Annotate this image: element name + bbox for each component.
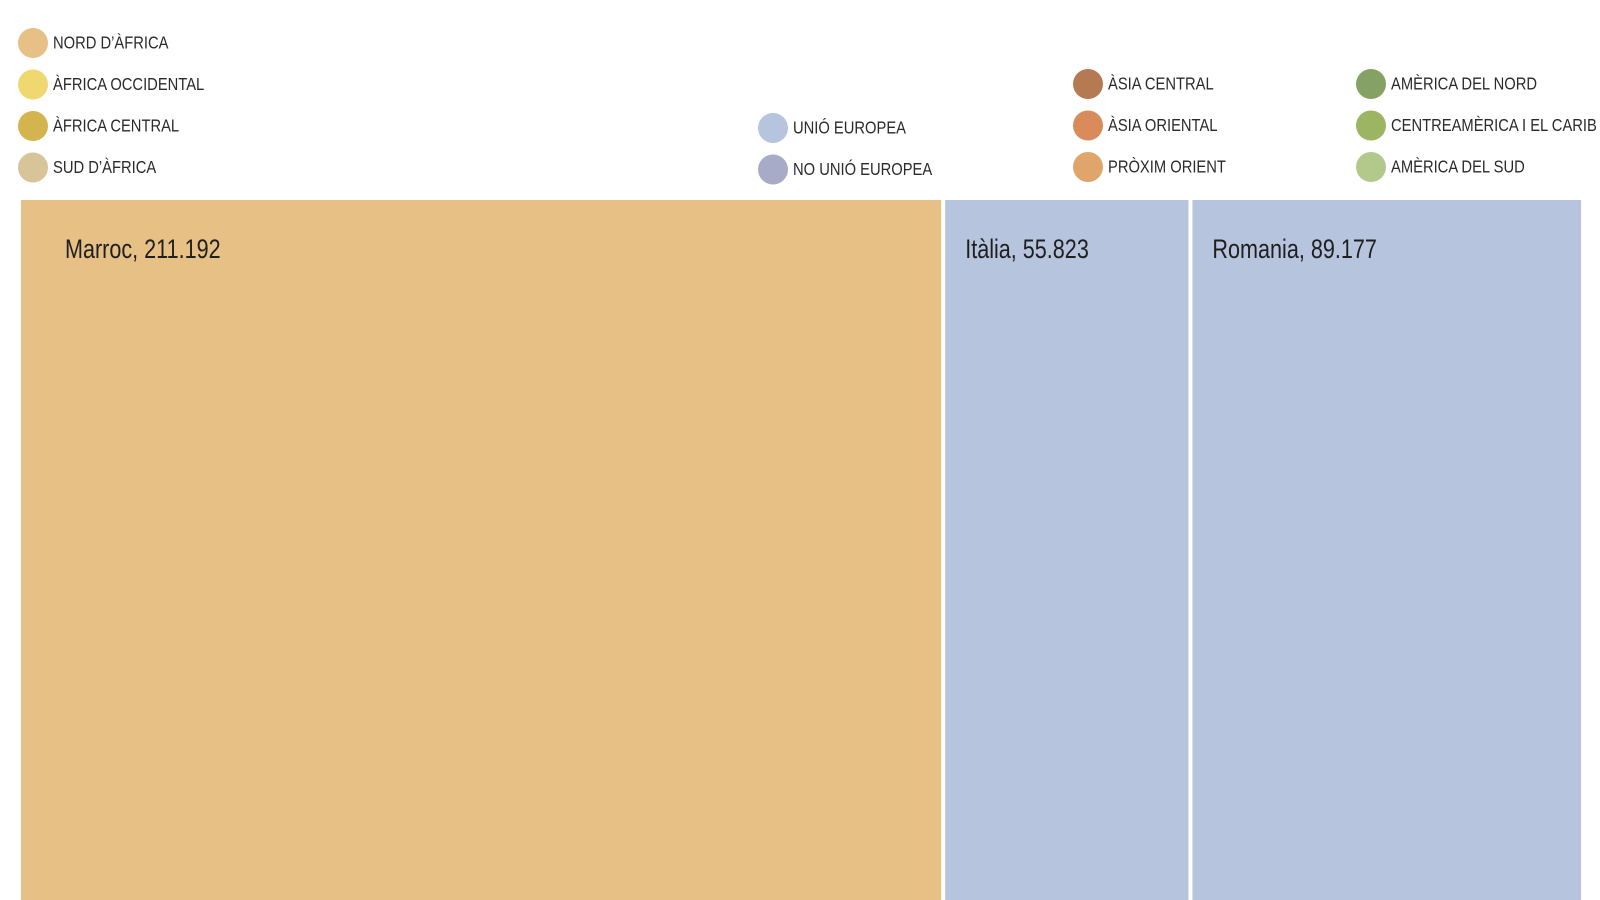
legend-label: PRÒXIM ORIENT [1108, 156, 1226, 177]
legend-swatch [18, 28, 48, 58]
legend: NORD D’ÀFRICA ÀFRICA OCCIDENTAL ÀFRICA CEN… [18, 28, 1597, 185]
legend-swatch [1073, 152, 1103, 182]
legend-label: ÀFRICA CENTRAL [53, 115, 179, 136]
legend-item: NO UNIÓ EUROPEA [758, 154, 932, 185]
legend-item: NORD D’ÀFRICA [18, 28, 168, 58]
legend-label: SUD D’ÀFRICA [53, 157, 156, 178]
legend-label: NORD D’ÀFRICA [53, 32, 168, 53]
legend-item: PRÒXIM ORIENT [1073, 152, 1226, 182]
legend-label: NO UNIÓ EUROPEA [793, 159, 932, 180]
treemap-tiles: Marroc, 211.192 Itàlia, 55.823 Romania, 89… [21, 200, 1581, 900]
legend-swatch [18, 111, 48, 141]
legend-label: ÀSIA CENTRAL [1108, 73, 1214, 94]
legend-label: ÀSIA ORIENTAL [1108, 115, 1217, 136]
legend-item: ÀSIA CENTRAL [1073, 69, 1214, 99]
legend-swatch [758, 154, 788, 185]
treemap-tile-marroc [21, 200, 942, 900]
legend-item: AMÈRICA DEL SUD [1356, 152, 1525, 182]
legend-swatch [18, 152, 48, 183]
legend-swatch [1356, 110, 1386, 141]
legend-item: ÀSIA ORIENTAL [1073, 110, 1217, 141]
legend-swatch [18, 69, 48, 100]
legend-swatch [758, 113, 788, 143]
legend-item: ÀFRICA CENTRAL [18, 111, 179, 141]
legend-item: ÀFRICA OCCIDENTAL [18, 69, 204, 100]
legend-swatch [1073, 69, 1103, 99]
legend-item: AMÈRICA DEL NORD [1356, 69, 1537, 99]
legend-item: CENTREAMÈRICA I EL CARIB [1356, 110, 1597, 141]
legend-label: CENTREAMÈRICA I EL CARIB [1391, 115, 1597, 136]
legend-swatch [1356, 152, 1386, 182]
legend-item: SUD D’ÀFRICA [18, 152, 156, 183]
legend-swatch [1073, 110, 1103, 141]
treemap-tile-romania [1192, 200, 1581, 900]
legend-label: AMÈRICA DEL SUD [1391, 156, 1525, 177]
treemap-tile-label: Romania, 89.177 [1212, 235, 1376, 265]
legend-label: UNIÓ EUROPEA [793, 117, 906, 138]
legend-label: ÀFRICA OCCIDENTAL [53, 74, 204, 95]
legend-swatch [1356, 69, 1386, 99]
treemap-tile-label: Marroc, 211.192 [65, 235, 221, 265]
legend-label: AMÈRICA DEL NORD [1391, 73, 1537, 94]
treemap-tile-label: Itàlia, 55.823 [965, 235, 1089, 265]
treemap-tile-itàlia [945, 200, 1189, 900]
legend-item: UNIÓ EUROPEA [758, 113, 906, 143]
